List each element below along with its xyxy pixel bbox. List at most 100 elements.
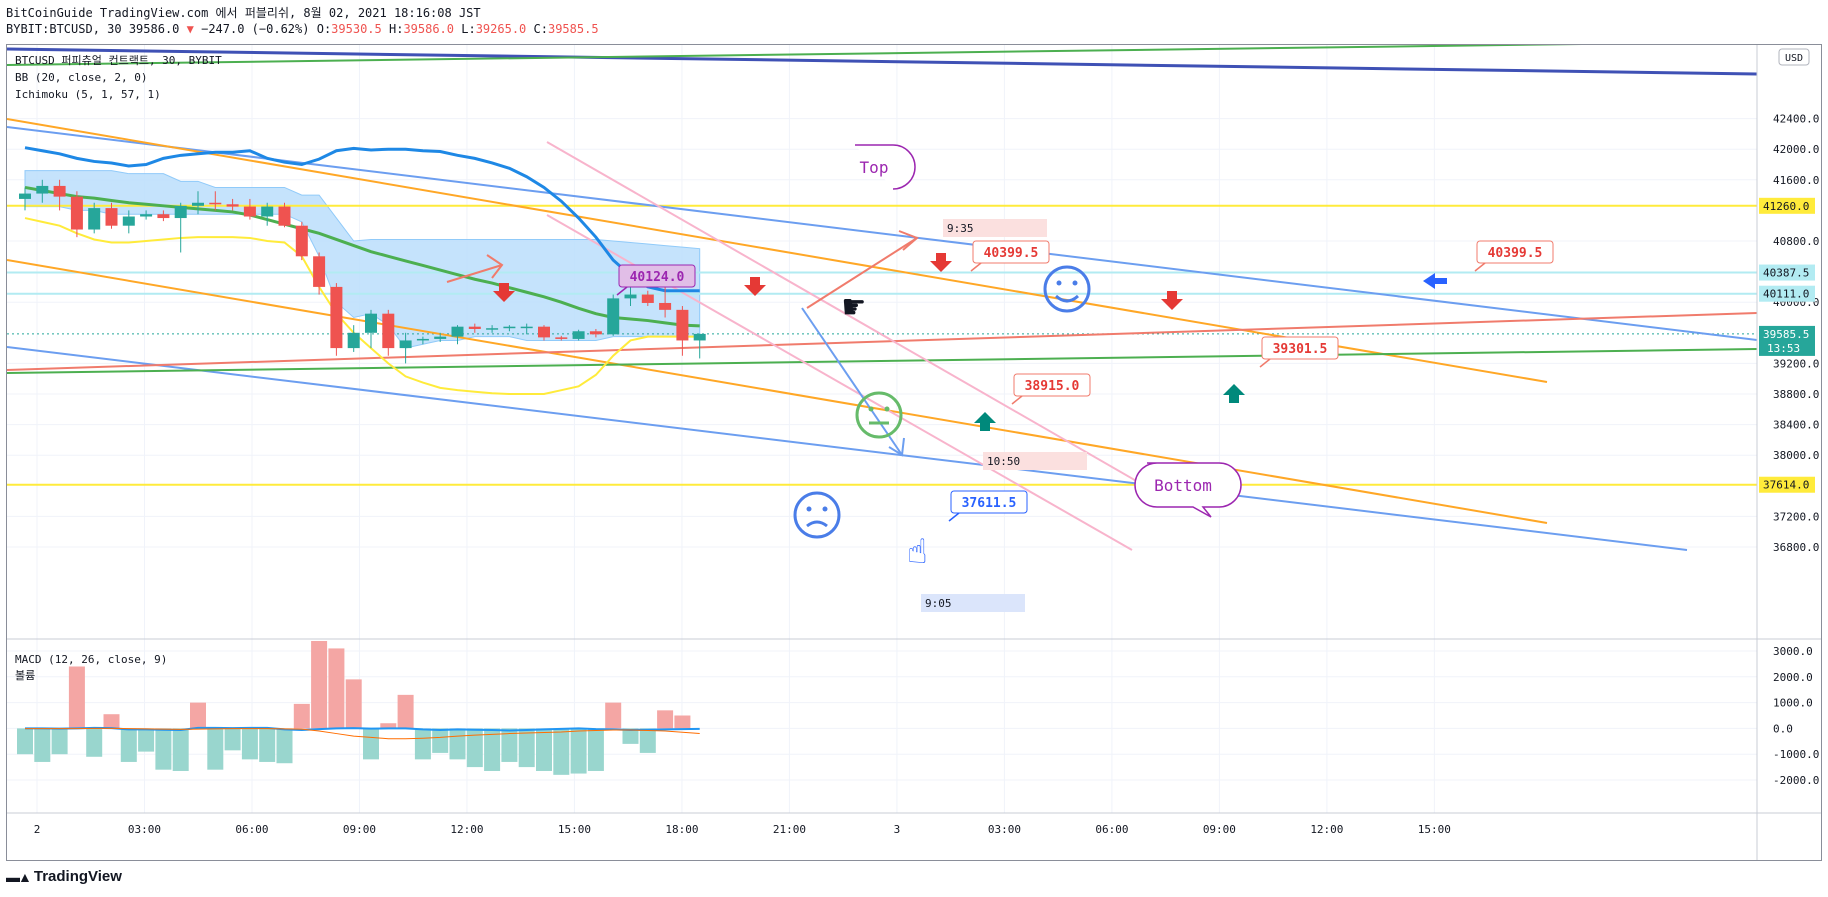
trend-lines[interactable] (7, 45, 1757, 551)
candle-body (36, 185, 49, 194)
macd-tick-label: -2000.0 (1773, 774, 1819, 787)
macd-histogram-bar (207, 728, 224, 770)
macd-histogram-bar (397, 694, 414, 729)
time-box-1050-box (983, 452, 1087, 470)
candle-body (503, 326, 516, 329)
x-tick-label: 03:00 (128, 823, 161, 836)
x-tick-label: 21:00 (773, 823, 806, 836)
candle-body (313, 256, 326, 287)
candle-body (607, 298, 620, 335)
candle-body (538, 326, 550, 338)
signal-line (25, 727, 700, 740)
price-note-40124-pointer (616, 286, 628, 296)
trend-line-pink-1 (546, 141, 1153, 491)
macd-histogram-bar (293, 703, 310, 729)
x-tick-label: 12:00 (1310, 823, 1343, 836)
neutral-face-icon-eye (868, 406, 874, 412)
neutral-face-icon-outline (855, 391, 903, 439)
tradingview-logo[interactable]: ▬▲ TradingView (6, 868, 122, 885)
annotations[interactable]: Top Bottom 40124.0 40399.5 40399.5 39301.5 389… (486, 144, 1554, 612)
macd-histogram-bar (363, 728, 379, 760)
candle-body (624, 294, 637, 299)
price-note-40399-b-pointer (1474, 262, 1486, 272)
chart-frame[interactable]: Top Bottom 40124.0 40399.5 40399.5 39301.5 389… (6, 44, 1822, 861)
candle-body (555, 337, 568, 339)
bb-basis-line (24, 185, 700, 328)
x-tick-label: 09:00 (343, 823, 376, 836)
x-tick-label: 15:00 (1418, 823, 1451, 836)
legend-macd: MACD (12, 26, close, 9) (15, 653, 167, 666)
candle-body (174, 205, 187, 219)
macd-histogram-bar (380, 723, 397, 729)
candle-body (641, 294, 654, 303)
arrow-line-mid (446, 264, 503, 283)
macd-tick-label: 2000.0 (1773, 671, 1813, 684)
up-arrow-icon (1223, 384, 1245, 403)
macd-histogram-bar (449, 728, 466, 760)
macd-histogram-bar (259, 728, 276, 762)
x-tick-label: 06:00 (235, 823, 268, 836)
price-chart[interactable]: Top Bottom 40124.0 40399.5 40399.5 39301.5 389… (7, 45, 1821, 860)
macd-histogram-bar (172, 728, 189, 771)
trend-line-red (7, 312, 1757, 371)
time-box-935-label: 9:35 (947, 222, 974, 235)
macd-histogram-bar (484, 728, 501, 771)
trend-line-green-top (7, 45, 1583, 66)
bb-upper-line (24, 146, 700, 293)
time-box-905-box (921, 594, 1025, 612)
price-note-40399-a-label: 40399.5 (984, 246, 1039, 261)
trend-line-blue-lower (7, 346, 1688, 551)
x-tick-label: 03:00 (988, 823, 1021, 836)
x-tick-label: 18:00 (665, 823, 698, 836)
axes: 2 03:00 06:00 09:00 12:00 15:00 18:00 21:00 3 03:… (7, 45, 1821, 860)
macd-histogram-bar (328, 648, 345, 729)
macd-tick-label: 1000.0 (1773, 697, 1813, 710)
price-note-39301-label: 39301.5 (1273, 342, 1328, 357)
price-note-40399-a-pointer (970, 262, 982, 272)
pointing-hand-right-icon: ☛ (843, 287, 865, 328)
price-note-40124-label: 40124.0 (630, 270, 685, 285)
legend-volume: 볼륨 (15, 669, 35, 682)
y-tick-label: 41600.0 (1773, 174, 1819, 187)
price-note-40399-b-label: 40399.5 (1488, 246, 1543, 261)
left-arrow-icon (1423, 273, 1447, 289)
y-tick-label: 39200.0 (1773, 357, 1819, 370)
macd-tick-label: 0.0 (1773, 722, 1793, 735)
price-note-37611-box (950, 490, 1028, 514)
bb-lower-line (24, 217, 700, 395)
price-note-39301-pointer (1259, 358, 1271, 368)
macd-histogram-bar (311, 641, 328, 729)
candle-body (122, 216, 135, 226)
macd-histogram-bar (345, 679, 362, 729)
candle-body (416, 338, 429, 341)
tv-logo-icon: ▬▲ (6, 868, 32, 885)
symbol-interval: BYBIT:BTCUSD, 30 (6, 22, 122, 36)
candle-body (399, 340, 412, 349)
price-note-39301-box (1261, 336, 1339, 360)
macd-histogram-bar (570, 728, 587, 774)
candle-body (140, 214, 153, 217)
price-note-37611-pointer (948, 512, 960, 522)
candle-body (226, 204, 239, 207)
price-note-38915-pointer (1011, 395, 1023, 405)
trend-line-navy (7, 47, 1757, 76)
macd-histogram-bar (241, 728, 258, 760)
macd-histogram-bar (657, 710, 674, 729)
smile-face-icon-outline (1043, 265, 1091, 313)
projection-arrow-down (801, 307, 903, 456)
price-note-37611-label: 37611.5 (962, 496, 1017, 511)
price-axis-badge-label: 37614.0 (1763, 479, 1809, 492)
high-value: 39586.0 (403, 22, 455, 36)
y-tick-label: 37200.0 (1773, 510, 1819, 523)
macd-histogram-bar (501, 728, 518, 762)
time-box-1050-label: 10:50 (987, 455, 1020, 468)
macd-histogram-bar (414, 728, 431, 760)
confused-face-icon-eye (806, 506, 812, 512)
arrow-head-icon (888, 437, 905, 457)
trend-line-green-bottom (7, 348, 1757, 374)
macd-histogram-bar (674, 715, 691, 729)
grid (7, 45, 1757, 813)
candle-body (589, 331, 602, 335)
last-price: 39586.0 (128, 22, 180, 36)
y-tick-label: 38000.0 (1773, 449, 1819, 462)
